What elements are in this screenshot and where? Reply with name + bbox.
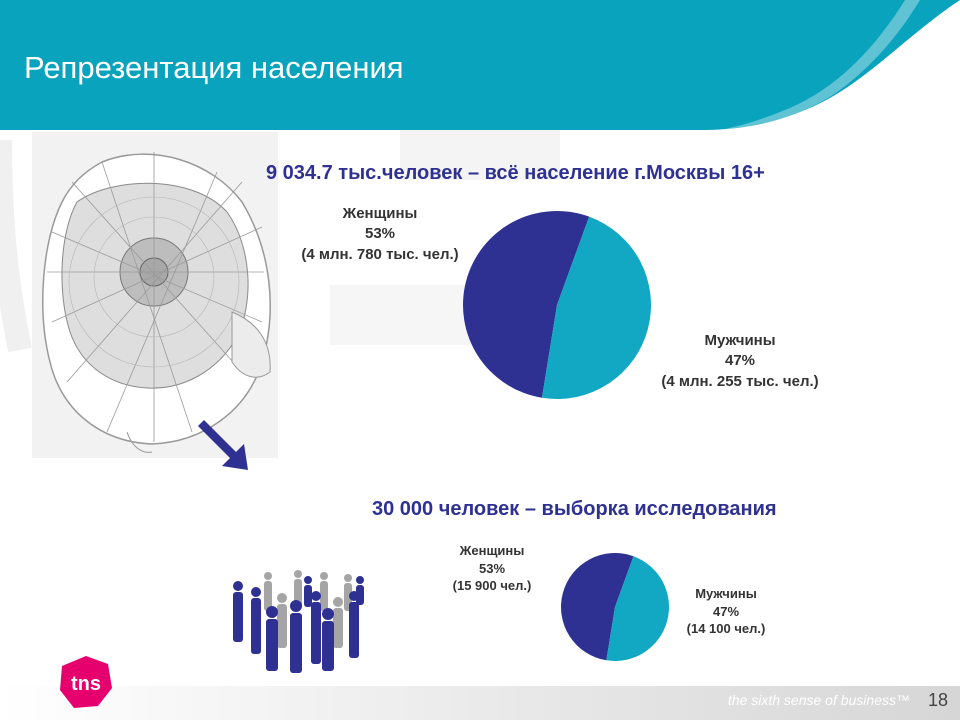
pie-slice-men	[541, 216, 651, 399]
women-count: (15 900 чел.)	[452, 578, 532, 594]
sample-headline: 30 000 человек – выборка исследования	[372, 498, 777, 520]
population-men-label: Мужчины 47% (4 млн. 255 тыс. чел.)	[630, 331, 850, 392]
men-count: (14 100 чел.)	[686, 621, 766, 637]
women-percent: 53%	[364, 225, 396, 243]
women-label-text: Женщины	[342, 205, 418, 222]
women-percent: 53%	[478, 560, 506, 576]
population-pie-chart	[462, 210, 651, 399]
sample-women-label: Женщины 53% (15 900 чел.)	[422, 542, 562, 595]
sample-pie-chart	[561, 553, 669, 661]
population-headline: 9 034.7 тыс.человек – всё население г.Мо…	[266, 162, 765, 184]
women-label-text: Женщины	[459, 543, 525, 558]
pie-slice-women	[462, 210, 590, 398]
moscow-map-icon	[32, 132, 278, 458]
men-count: (4 млн. 255 тыс. чел.)	[661, 372, 819, 390]
men-percent: 47%	[712, 603, 740, 619]
sample-men-label: Мужчины 47% (14 100 чел.)	[656, 585, 796, 638]
pie-slice-women	[561, 553, 634, 661]
tns-logo: tns	[60, 656, 112, 708]
arrow-down-right-icon	[198, 420, 248, 470]
slide-title: Репрезентация населения	[24, 50, 404, 85]
page-number: 18	[927, 690, 948, 710]
svg-text:tns: tns	[71, 673, 101, 695]
population-women-label: Женщины 53% (4 млн. 780 тыс. чел.)	[270, 204, 490, 265]
men-label-text: Мужчины	[695, 586, 757, 601]
pie-slice-men	[606, 556, 669, 661]
men-percent: 47%	[724, 352, 756, 370]
men-label-text: Мужчины	[704, 332, 776, 349]
footer-band	[0, 686, 960, 720]
women-count: (4 млн. 780 тыс. чел.)	[301, 245, 459, 263]
crowd-icon	[233, 570, 364, 673]
header-band	[0, 0, 960, 130]
tagline: the sixth sense of business™	[727, 692, 910, 708]
